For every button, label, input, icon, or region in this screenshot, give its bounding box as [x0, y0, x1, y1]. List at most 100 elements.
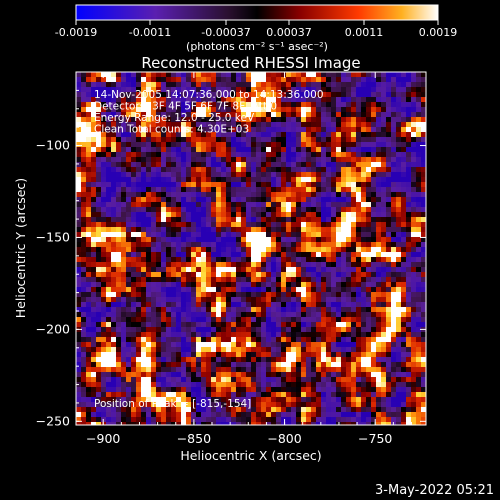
heatmap-cell [106, 292, 112, 298]
heatmap-cell [406, 157, 412, 163]
heatmap-cell [301, 132, 307, 138]
heatmap-cell [421, 352, 426, 358]
heatmap-cell [271, 232, 277, 238]
heatmap-cell [371, 392, 377, 398]
heatmap-cell [301, 387, 307, 393]
heatmap-cell [141, 212, 147, 218]
heatmap-cell [116, 422, 122, 425]
heatmap-cell [311, 117, 317, 123]
heatmap-cell [191, 207, 197, 213]
heatmap-cell [136, 237, 142, 243]
heatmap-cell [316, 372, 322, 378]
heatmap-cell [221, 317, 227, 323]
heatmap-cell [251, 122, 257, 128]
heatmap-cell [321, 357, 327, 363]
heatmap-cell [161, 202, 167, 208]
heatmap-cell [321, 207, 327, 213]
heatmap-cell [186, 347, 192, 353]
heatmap-cell [311, 137, 317, 143]
heatmap-cell [131, 82, 137, 88]
heatmap-cell [246, 232, 252, 238]
heatmap-cell [171, 397, 177, 403]
heatmap-cell [396, 282, 402, 288]
heatmap-cell [111, 82, 117, 88]
heatmap-cell [266, 397, 272, 403]
heatmap-cell [276, 247, 282, 253]
heatmap-cell [251, 147, 257, 153]
heatmap-cell [296, 397, 302, 403]
heatmap-cell [231, 267, 237, 273]
heatmap-cell [401, 422, 407, 425]
heatmap-cell [116, 352, 122, 358]
heatmap-cell [226, 382, 232, 388]
heatmap-cell [246, 252, 252, 258]
heatmap-cell [341, 192, 347, 198]
heatmap-cell [226, 207, 232, 213]
heatmap-cell [391, 77, 397, 83]
heatmap-cell [386, 412, 392, 418]
heatmap-cell [291, 177, 297, 183]
heatmap-cell [421, 92, 426, 98]
heatmap-cell [186, 247, 192, 253]
heatmap-cell [316, 352, 322, 358]
heatmap-cell [301, 112, 307, 118]
heatmap-cell [366, 117, 372, 123]
heatmap-cell [131, 222, 137, 228]
heatmap-cell [91, 422, 97, 425]
heatmap-cell [256, 107, 262, 113]
heatmap-cell [141, 257, 147, 263]
heatmap-cell [111, 327, 117, 333]
heatmap-cell [341, 92, 347, 98]
heatmap-cell [181, 377, 187, 383]
heatmap-cell [81, 122, 87, 128]
heatmap-cell [171, 307, 177, 313]
heatmap-cell [121, 312, 127, 318]
heatmap-cell [256, 307, 262, 313]
heatmap-cell [376, 177, 382, 183]
heatmap-cell [366, 242, 372, 248]
heatmap-cell [131, 132, 137, 138]
heatmap-cell [281, 307, 287, 313]
heatmap-cell [311, 287, 317, 293]
heatmap-cell [276, 92, 282, 98]
heatmap-cell [76, 332, 82, 338]
heatmap-cell [416, 222, 422, 228]
heatmap-cell [256, 302, 262, 308]
heatmap-cell [111, 152, 117, 158]
heatmap-cell [161, 227, 167, 233]
heatmap-cell [271, 377, 277, 383]
heatmap-cell [176, 322, 182, 328]
heatmap-cell [421, 372, 426, 378]
heatmap-cell [191, 127, 197, 133]
heatmap-cell [406, 192, 412, 198]
heatmap-cell [381, 117, 387, 123]
heatmap-cell [286, 197, 292, 203]
heatmap-cell [336, 272, 342, 278]
heatmap-cell [176, 422, 182, 425]
heatmap-cell [206, 262, 212, 268]
heatmap-cell [151, 277, 157, 283]
heatmap-cell [226, 152, 232, 158]
heatmap-cell [346, 257, 352, 263]
heatmap-cell [346, 347, 352, 353]
heatmap-cell [271, 372, 277, 378]
heatmap-cell [256, 347, 262, 353]
heatmap-cell [76, 422, 82, 425]
heatmap-cell [171, 212, 177, 218]
heatmap-cell [126, 377, 132, 383]
heatmap-cell [101, 147, 107, 153]
heatmap-cell [316, 332, 322, 338]
heatmap-cell [271, 122, 277, 128]
heatmap-cell [201, 382, 207, 388]
heatmap-cell [186, 242, 192, 248]
heatmap-cell [296, 77, 302, 83]
heatmap-cell [201, 327, 207, 333]
heatmap-cell [161, 217, 167, 223]
heatmap-cell [116, 187, 122, 193]
heatmap-cell [106, 297, 112, 303]
heatmap-cell [226, 312, 232, 318]
heatmap-cell [331, 352, 337, 358]
heatmap-cell [131, 402, 137, 408]
heatmap-cell [76, 237, 82, 243]
heatmap-cell [106, 392, 112, 398]
